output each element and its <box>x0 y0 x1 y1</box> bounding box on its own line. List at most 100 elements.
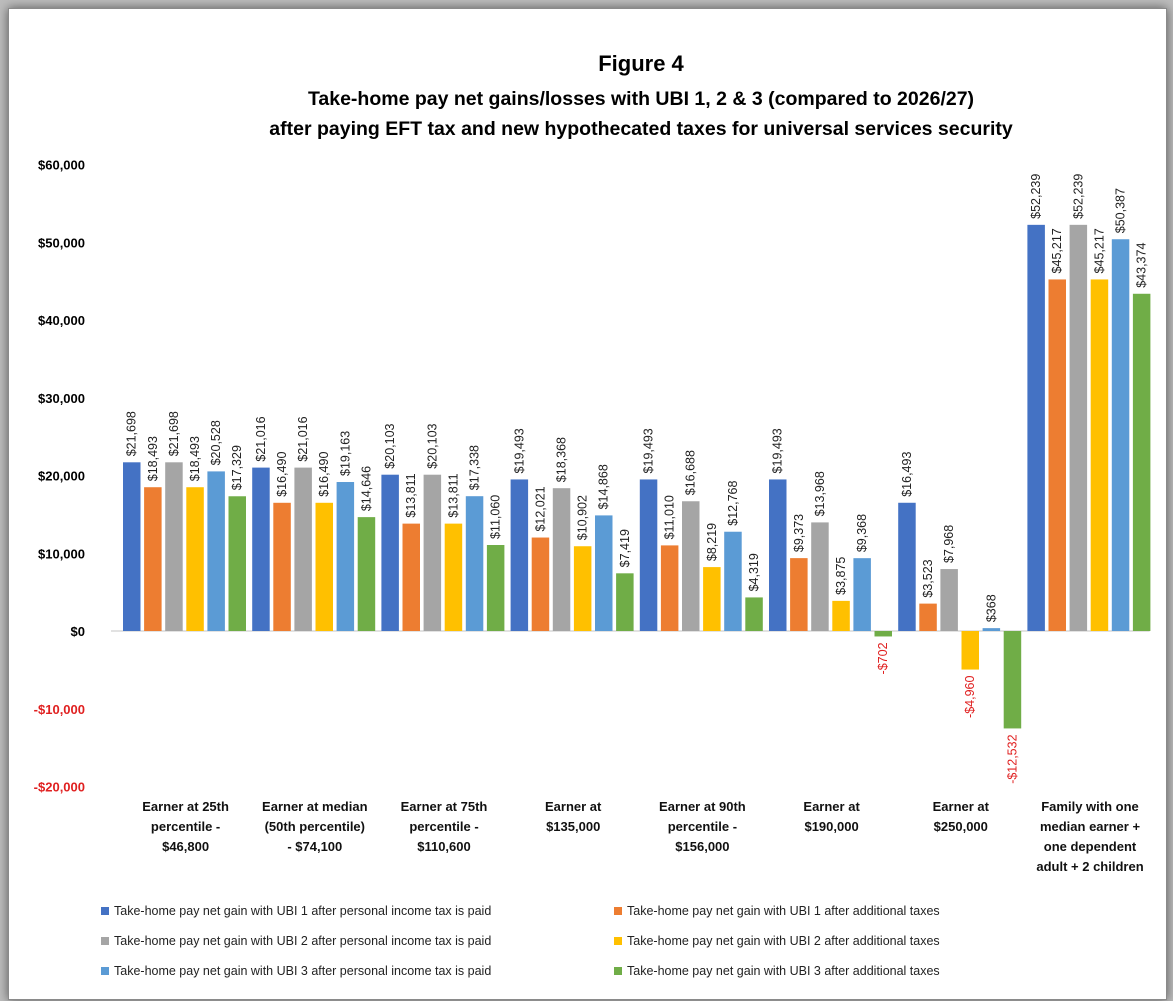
bar <box>423 474 442 631</box>
category-label: $156,000 <box>675 839 729 854</box>
bar <box>1048 279 1066 631</box>
bar <box>595 515 613 631</box>
bar <box>165 462 183 631</box>
category-label: percentile - <box>668 819 737 834</box>
bar <box>123 462 141 631</box>
y-tick-label: -$10,000 <box>34 702 85 717</box>
bar <box>745 597 763 631</box>
data-label: $8,219 <box>705 523 719 561</box>
category-label: Earner at 75th <box>401 799 488 814</box>
bar <box>531 537 550 631</box>
category-label: Earner at <box>933 799 990 814</box>
bar <box>982 628 1001 631</box>
data-label: $45,217 <box>1050 228 1064 273</box>
bar <box>1132 293 1151 631</box>
y-tick-label: $60,000 <box>38 158 85 173</box>
category-label: $110,600 <box>417 839 471 854</box>
bar <box>660 545 679 631</box>
chart: Figure 4 Take-home pay net gains/losses w… <box>34 51 1151 978</box>
data-label: $17,338 <box>468 445 482 490</box>
data-label: $9,373 <box>792 514 806 552</box>
bar <box>510 479 529 631</box>
data-label: $13,811 <box>404 473 418 517</box>
data-label: -$4,960 <box>963 676 977 718</box>
category-label: Earner at <box>803 799 860 814</box>
data-label: $7,968 <box>942 525 956 563</box>
data-label: $20,528 <box>209 420 223 465</box>
bar <box>207 471 225 631</box>
data-label: $21,016 <box>254 416 268 461</box>
data-label: $52,239 <box>1029 174 1043 219</box>
category-label: Earner at 25th <box>142 799 229 814</box>
chart-subtitle-line: Take-home pay net gains/losses with UBI … <box>308 88 974 110</box>
chart-title: Figure 4 <box>598 51 684 76</box>
data-label: $19,493 <box>512 428 526 473</box>
legend-label: Take-home pay net gain with UBI 2 after … <box>627 934 940 948</box>
data-label: $13,811 <box>446 473 460 517</box>
y-tick-label: $20,000 <box>38 469 85 484</box>
data-label: $10,902 <box>576 495 590 540</box>
bar <box>315 502 333 631</box>
data-label: -$702 <box>876 642 890 674</box>
data-label: $3,875 <box>834 557 848 595</box>
data-label: $52,239 <box>1071 174 1085 219</box>
legend-label: Take-home pay net gain with UBI 3 after … <box>114 964 491 978</box>
bar <box>444 523 463 631</box>
data-label: $20,103 <box>425 423 439 468</box>
bar <box>552 488 571 631</box>
legend-swatch <box>614 967 622 975</box>
category-label: percentile - <box>409 819 478 834</box>
category-label: Earner at median <box>262 799 368 814</box>
bar <box>724 531 742 631</box>
y-tick-label: $0 <box>71 624 85 639</box>
data-label: $12,768 <box>726 480 740 525</box>
data-label: $45,217 <box>1092 228 1106 273</box>
category-label: Family with one <box>1041 799 1139 814</box>
category-label: - $74,100 <box>287 839 342 854</box>
data-label: $17,329 <box>230 445 244 490</box>
category-label: one dependent <box>1044 839 1137 854</box>
category-label: Earner at 90th <box>659 799 746 814</box>
data-label: $18,493 <box>146 436 160 481</box>
data-label: $21,016 <box>296 416 310 461</box>
data-label: $19,163 <box>338 431 352 476</box>
chart-subtitle-line: after paying EFT tax and new hypothecate… <box>269 118 1013 140</box>
category-label: Earner at <box>545 799 602 814</box>
bar <box>1069 224 1088 631</box>
data-label: $4,319 <box>747 553 761 591</box>
y-tick-label: -$20,000 <box>34 780 85 795</box>
bar <box>961 631 979 670</box>
data-label: $14,646 <box>359 466 373 511</box>
data-label: $368 <box>984 594 998 622</box>
bar <box>573 546 592 631</box>
bar <box>940 569 958 631</box>
bar <box>1027 224 1045 631</box>
category-label: percentile - <box>151 819 220 834</box>
category-label: median earner + <box>1040 819 1140 834</box>
data-label: $19,493 <box>771 428 785 473</box>
figure-frame: Figure 4 Take-home pay net gains/losses w… <box>8 8 1167 1000</box>
bar <box>616 573 634 631</box>
legend-swatch <box>101 967 109 975</box>
bar <box>639 479 658 631</box>
category-label: $190,000 <box>804 819 858 834</box>
category-label: (50th percentile) <box>265 819 365 834</box>
data-label: $13,968 <box>813 471 827 516</box>
legend-label: Take-home pay net gain with UBI 1 after … <box>114 904 491 918</box>
category-label: $250,000 <box>934 819 988 834</box>
bar <box>402 523 420 631</box>
y-tick-label: $40,000 <box>38 313 85 328</box>
bar <box>874 631 892 637</box>
legend-swatch <box>101 907 109 915</box>
bar <box>252 467 270 631</box>
bar <box>144 487 162 631</box>
data-label: $7,419 <box>618 529 632 567</box>
legend-label: Take-home pay net gain with UBI 1 after … <box>627 904 940 918</box>
bar <box>853 558 871 631</box>
legend-label: Take-home pay net gain with UBI 2 after … <box>114 934 491 948</box>
data-label: -$12,532 <box>1005 734 1019 783</box>
data-label: $16,490 <box>275 452 289 497</box>
bar <box>790 558 808 631</box>
legend-swatch <box>614 937 622 945</box>
bar <box>186 487 204 631</box>
